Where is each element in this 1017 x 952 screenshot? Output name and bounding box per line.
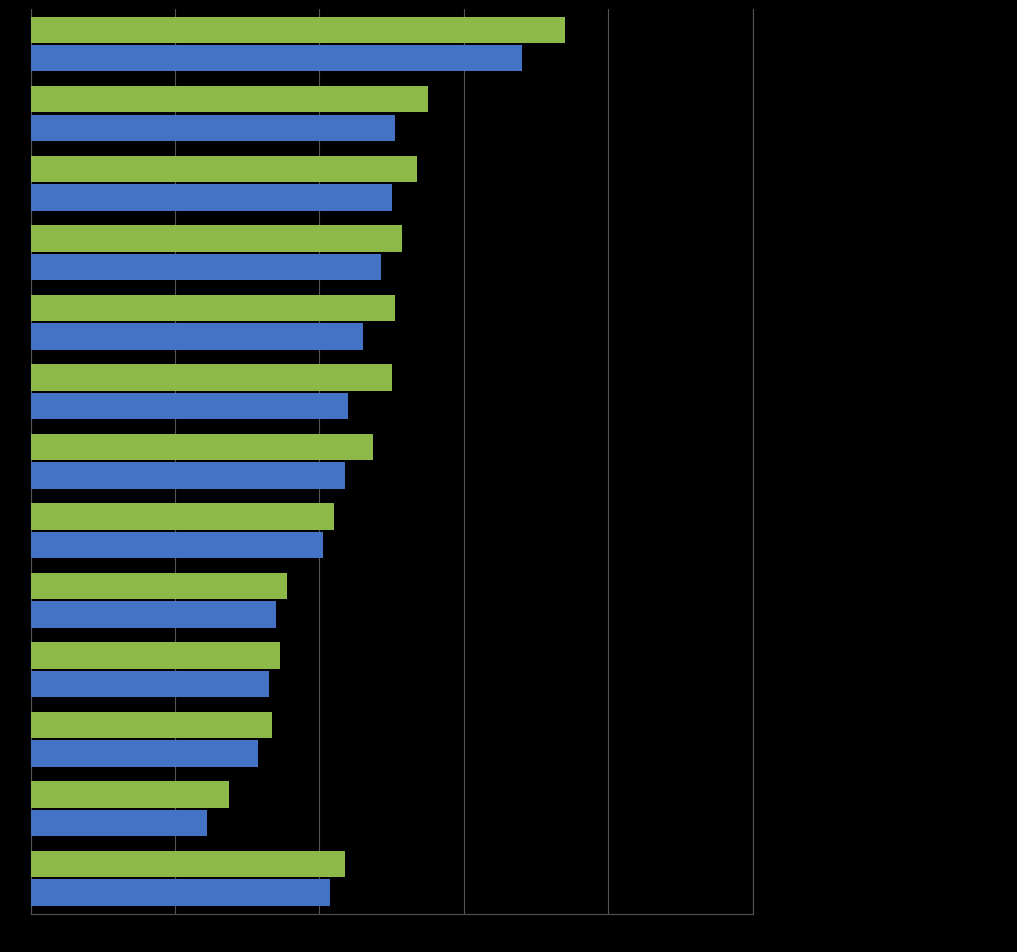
- Bar: [31, 324, 363, 350]
- Bar: [31, 504, 334, 530]
- Bar: [31, 782, 229, 808]
- Bar: [31, 254, 380, 281]
- Bar: [31, 671, 268, 698]
- Bar: [31, 226, 403, 252]
- Bar: [31, 295, 396, 322]
- Bar: [31, 365, 392, 391]
- Bar: [31, 532, 323, 559]
- Bar: [31, 851, 345, 878]
- Bar: [31, 87, 428, 113]
- Bar: [31, 643, 280, 669]
- Bar: [31, 712, 273, 739]
- Bar: [31, 463, 345, 489]
- Bar: [31, 741, 258, 767]
- Bar: [31, 17, 564, 44]
- Bar: [31, 115, 396, 142]
- Bar: [31, 810, 207, 837]
- Bar: [31, 185, 392, 211]
- Bar: [31, 434, 373, 461]
- Bar: [31, 880, 331, 906]
- Bar: [31, 602, 276, 628]
- Bar: [31, 46, 522, 72]
- Bar: [31, 156, 417, 183]
- Bar: [31, 573, 287, 600]
- Bar: [31, 393, 348, 420]
